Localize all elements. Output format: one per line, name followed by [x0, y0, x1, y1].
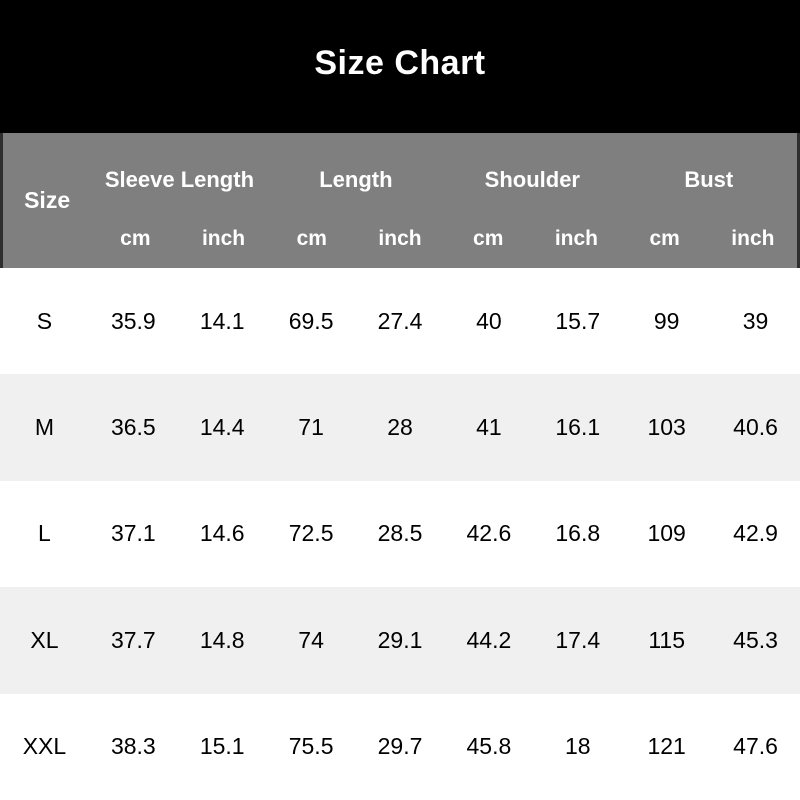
title-band: Size Chart: [0, 0, 800, 133]
value-cell: 99: [653, 307, 680, 334]
column-group-length: Length: [319, 167, 393, 192]
column-group-shoulder: Shoulder: [484, 167, 580, 192]
size-cell: M: [34, 414, 55, 441]
unit-header-bust-inch: inch: [731, 227, 775, 250]
value-cell: 42.9: [733, 520, 778, 547]
table-row-s: S 35.9 14.1 69.5 27.4 40 15.7 99 39: [0, 268, 800, 375]
size-cell: XXL: [22, 733, 67, 760]
table-row-m: M 36.5 14.4 71 28 41 16.1 103 40.6: [0, 374, 800, 481]
value-cell: 74: [298, 626, 324, 653]
size-cell: XL: [30, 626, 59, 653]
unit-header-shoulder-inch: inch: [554, 227, 599, 250]
value-cell: 40.6: [733, 414, 778, 441]
value-cell: 38.3: [110, 733, 156, 760]
value-cell: 27.4: [377, 307, 423, 334]
unit-header-length-inch: inch: [378, 227, 422, 250]
column-group-sleeve-length: Sleeve Length: [104, 167, 255, 192]
value-cell: 109: [647, 520, 686, 547]
value-cell: 15.1: [199, 733, 245, 760]
unit-header-shoulder-cm: cm: [473, 227, 504, 250]
table-body: S 35.9 14.1 69.5 27.4 40 15.7 99 39 M 36…: [0, 268, 800, 800]
column-header-size: Size: [24, 187, 71, 213]
value-cell: 39: [742, 307, 769, 334]
value-cell: 47.6: [733, 733, 778, 760]
table-row-l: L 37.1 14.6 72.5 28.5 42.6 16.8 109 42.9: [0, 480, 800, 588]
table-header: Size Sleeve Length Length Shoulder Bust …: [0, 133, 800, 268]
value-cell: 115: [648, 626, 685, 653]
value-cell: 45.8: [466, 733, 512, 760]
value-cell: 71: [298, 414, 324, 441]
size-cell: L: [38, 520, 51, 547]
column-group-bust: Bust: [684, 167, 734, 192]
value-cell: 28.5: [377, 520, 423, 547]
unit-header-bust-cm: cm: [649, 227, 680, 250]
value-cell: 14.8: [199, 626, 245, 653]
value-cell: 121: [647, 733, 686, 760]
value-cell: 16.8: [555, 520, 601, 547]
value-cell: 40: [476, 307, 502, 334]
value-cell: 36.5: [110, 414, 156, 441]
value-cell: 29.1: [377, 626, 423, 653]
unit-header-sleeve-inch: inch: [201, 227, 246, 250]
value-cell: 16.1: [555, 414, 601, 441]
value-cell: 15.7: [555, 307, 601, 334]
value-cell: 14.6: [199, 520, 245, 547]
value-cell: 45.3: [733, 626, 778, 653]
table-row-xxl: XXL 38.3 15.1 75.5 29.7 45.8 18 121 47.6: [0, 693, 800, 800]
value-cell: 29.7: [377, 733, 423, 760]
value-cell: 72.5: [288, 520, 334, 547]
value-cell: 42.6: [466, 520, 512, 547]
value-cell: 44.2: [466, 626, 512, 653]
value-cell: 18: [564, 733, 591, 760]
table-row-xl: XL 37.7 14.8 74 29.1 44.2 17.4 115 45.3: [0, 587, 800, 694]
page-title: Size Chart: [314, 44, 486, 82]
value-cell: 35.9: [110, 307, 156, 334]
unit-header-sleeve-cm: cm: [120, 227, 151, 250]
value-cell: 17.4: [555, 626, 601, 653]
value-cell: 69.5: [288, 307, 334, 334]
value-cell: 103: [647, 414, 686, 441]
value-cell: 41: [476, 414, 502, 441]
value-cell: 75.5: [288, 733, 334, 760]
value-cell: 37.1: [110, 520, 156, 547]
value-cell: 28: [387, 414, 413, 441]
unit-header-length-cm: cm: [296, 227, 327, 250]
value-cell: 37.7: [110, 626, 156, 653]
value-cell: 14.4: [199, 414, 245, 441]
value-cell: 14.1: [199, 307, 245, 334]
size-cell: S: [36, 307, 53, 334]
